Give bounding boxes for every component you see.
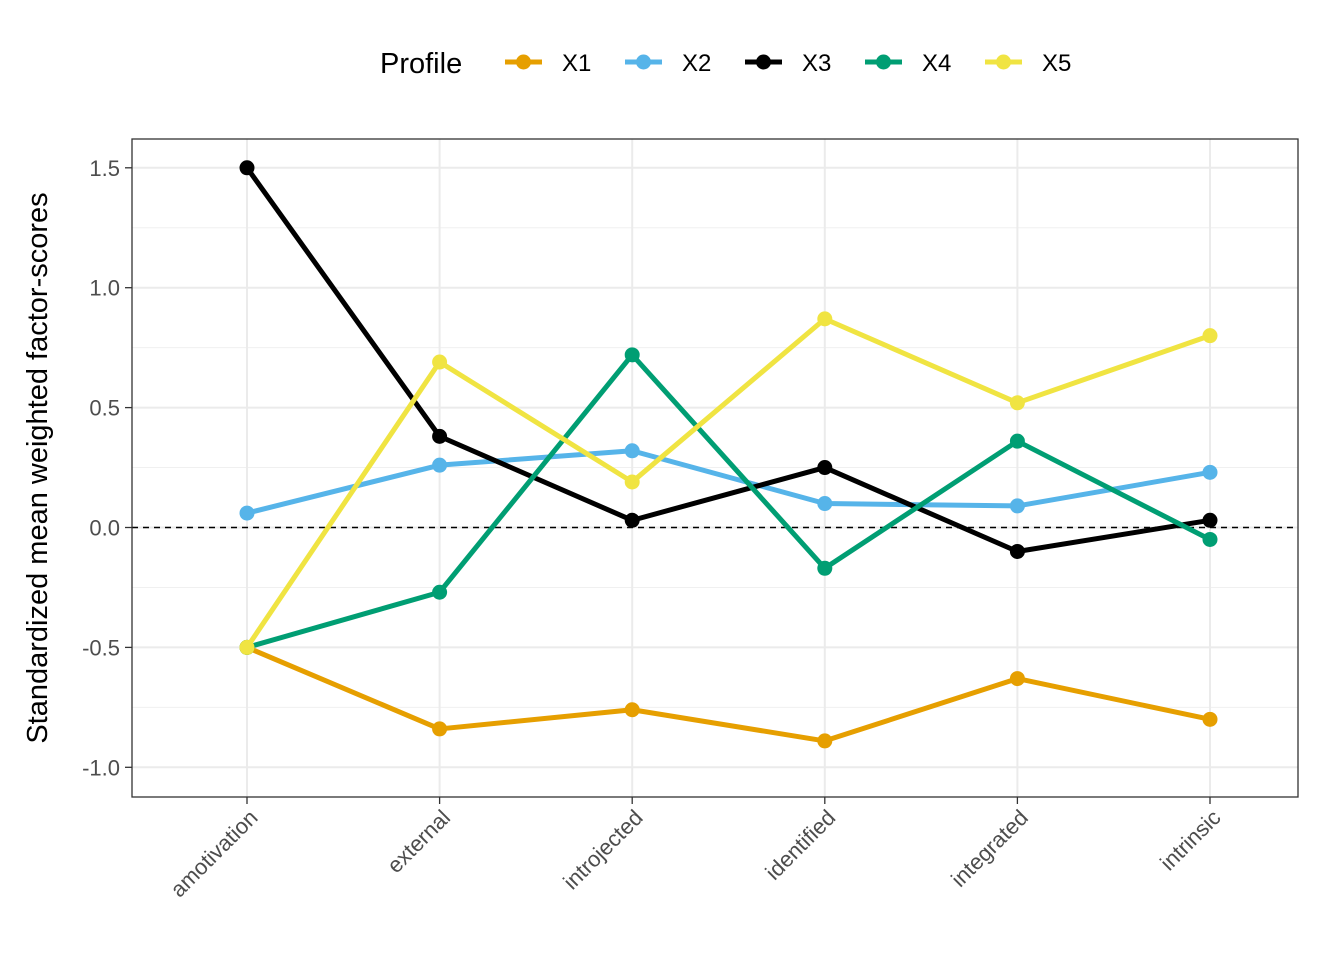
data-point-X5: [817, 311, 833, 327]
x-tick-label: introjected: [558, 805, 647, 894]
legend-key-point: [876, 54, 891, 70]
legend-item-X1: X1: [505, 50, 591, 77]
x-tick-label: intrinsic: [1155, 805, 1225, 875]
legend-label: X4: [922, 50, 951, 77]
legend-key-point: [996, 54, 1011, 70]
data-point-X1: [432, 721, 448, 737]
legend-label: X5: [1042, 50, 1071, 77]
x-tick-label: amotivation: [165, 805, 262, 902]
series-line-X3: [244, 166, 1211, 554]
data-point-X2: [239, 505, 255, 521]
data-point-X3: [432, 428, 448, 444]
y-tick-label: 1.5: [89, 156, 120, 181]
data-point-X5: [624, 474, 640, 490]
data-point-X4: [624, 347, 640, 363]
data-point-X4: [1202, 531, 1218, 547]
data-point-X1: [624, 702, 640, 718]
data-point-X1: [817, 733, 833, 749]
x-tick-label: identified: [760, 805, 840, 885]
legend-item-X2: X2: [625, 50, 711, 77]
data-point-X1: [1202, 711, 1218, 727]
data-point-X5: [1202, 328, 1218, 344]
series-X2: [239, 443, 1218, 521]
data-point-X3: [239, 160, 255, 176]
data-point-X3: [1202, 512, 1218, 528]
legend-label: X2: [682, 50, 711, 77]
legend-key-point: [756, 54, 771, 70]
legend-item-X5: X5: [985, 50, 1071, 77]
x-tick-label: external: [382, 805, 455, 878]
data-point-X3: [817, 460, 833, 476]
data-point-X4: [817, 560, 833, 576]
y-tick-label: 1.0: [89, 276, 120, 301]
data-point-X5: [239, 639, 255, 655]
legend-item-X3: X3: [745, 50, 831, 77]
legend-item-X4: X4: [865, 50, 951, 77]
y-tick-label: -1.0: [82, 755, 120, 780]
data-point-X2: [1202, 464, 1218, 480]
y-tick-label: 0.5: [89, 396, 120, 421]
legend-key-point: [636, 54, 651, 70]
y-tick-label: -0.5: [82, 635, 120, 660]
data-point-X2: [432, 457, 448, 473]
series-line-X2: [246, 448, 1211, 516]
series-X1: [239, 639, 1218, 749]
series-line-X5: [244, 316, 1211, 649]
series-X5: [239, 311, 1218, 655]
legend-label: X3: [802, 50, 831, 77]
legend-key-point: [516, 54, 531, 70]
data-point-X3: [1009, 543, 1025, 559]
series-X3: [239, 160, 1218, 559]
y-tick-label: 0.0: [89, 516, 120, 541]
data-point-X3: [624, 512, 640, 528]
data-point-X5: [1009, 395, 1025, 411]
data-point-X2: [1009, 498, 1025, 514]
legend-label: X1: [562, 50, 591, 77]
data-point-X4: [432, 584, 448, 600]
legend: Profile X1 X2 X3 X4 X5: [380, 48, 1071, 80]
series-line-X1: [246, 645, 1211, 744]
data-point-X1: [1009, 671, 1025, 687]
x-tick-label: integrated: [946, 805, 1033, 892]
data-point-X2: [817, 496, 833, 512]
panel-border: [131, 138, 1299, 798]
data-point-X2: [624, 443, 640, 459]
data-point-X4: [1009, 433, 1025, 449]
series-layer: [239, 160, 1218, 749]
y-axis-title: Standardized mean weighted factor-scores: [22, 192, 54, 743]
legend-title: Profile: [380, 48, 462, 80]
series-line-X4: [246, 352, 1212, 650]
data-point-X5: [432, 354, 448, 370]
plot-panel: [131, 138, 1299, 798]
